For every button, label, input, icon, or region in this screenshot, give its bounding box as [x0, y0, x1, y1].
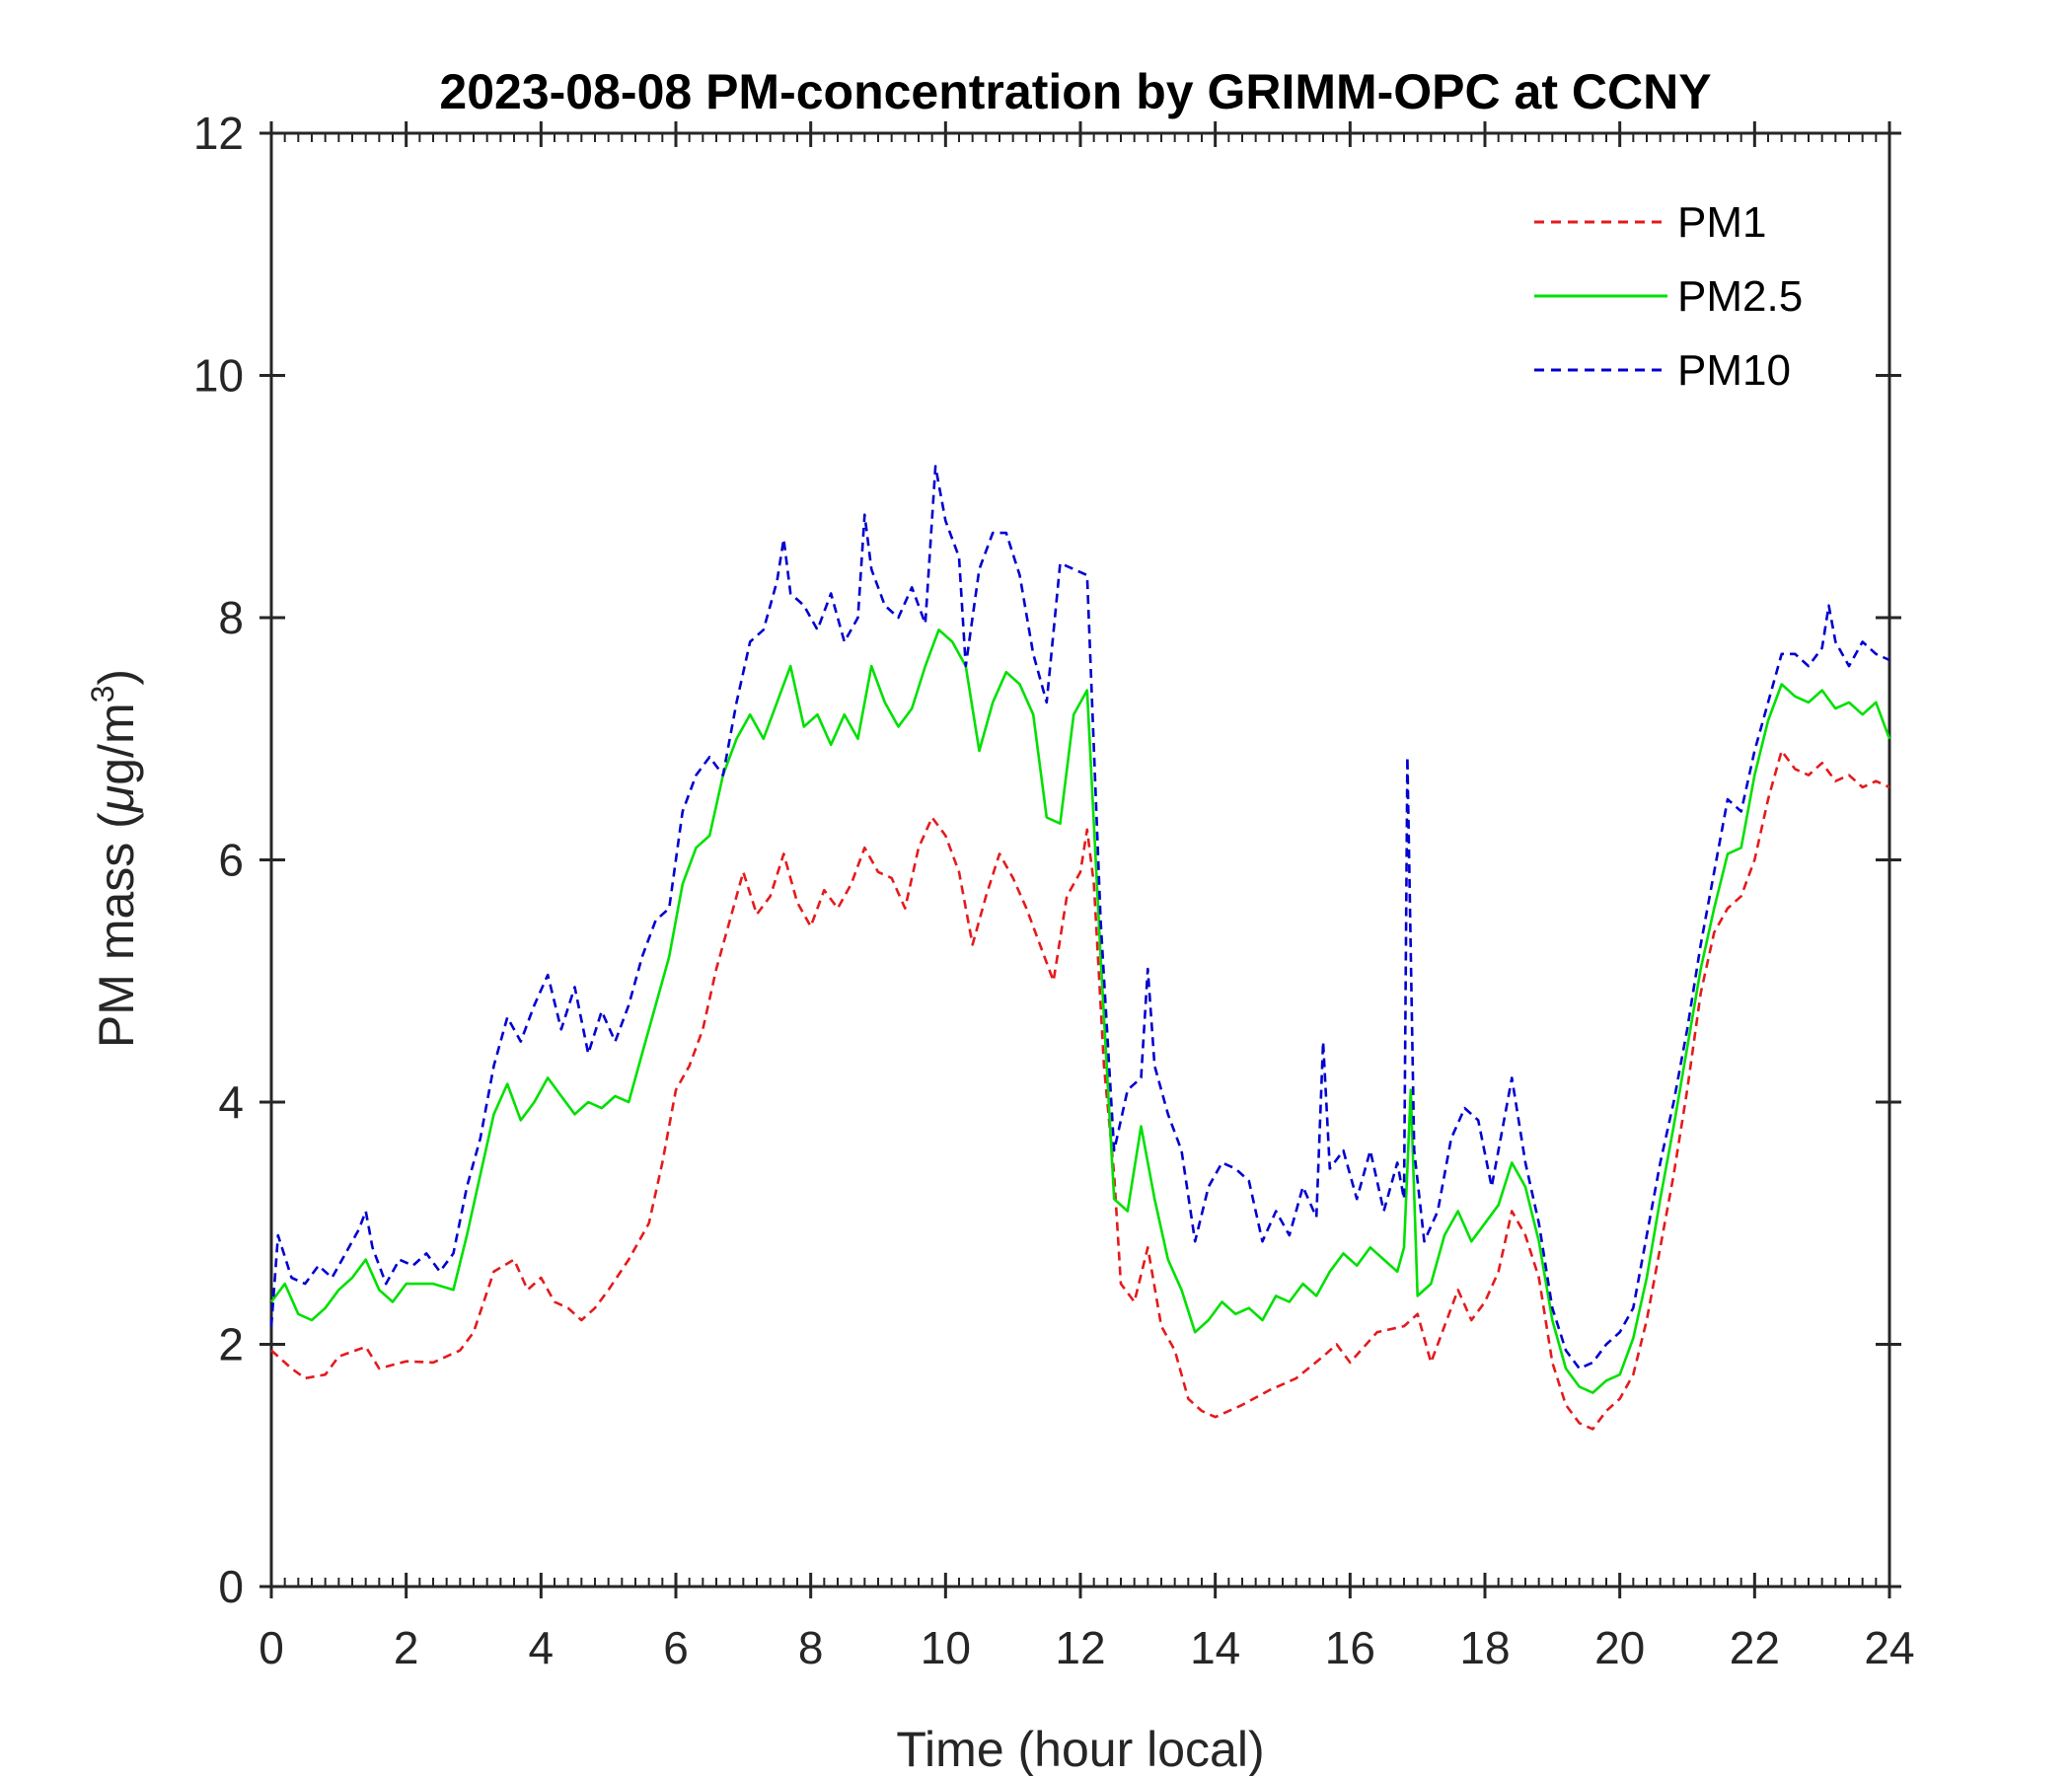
y-tick-label: 12 [193, 108, 244, 159]
x-tick-label: 24 [1864, 1622, 1914, 1673]
series-line-pm1 [270, 749, 1890, 1431]
y-axis-label-mu: μ [89, 785, 144, 814]
x-tick-label: 4 [529, 1622, 555, 1673]
y-axis-label-unit: g/m [89, 703, 144, 784]
y-tick-labels: 0 2 4 6 8 10 12 [193, 108, 244, 1612]
y-tick-label: 10 [193, 350, 244, 402]
series-line-pm2-5 [269, 628, 1891, 1394]
y-axis-label-sup: 3 [85, 686, 120, 703]
x-tick-label: 6 [663, 1622, 689, 1673]
x-tick-label: 0 [259, 1622, 284, 1673]
x-tick-labels: 0 2 4 6 8 10 12 14 16 18 20 22 24 [259, 1622, 1914, 1673]
y-tick-label: 6 [218, 835, 244, 886]
y-tick-label: 4 [218, 1076, 244, 1128]
series-lines [269, 465, 1891, 1431]
y-axis-label-base: PM mass ( [89, 812, 144, 1048]
plot-frame [269, 131, 1891, 1589]
y-axis-label: PM mass (μg/m3) [85, 669, 144, 1048]
chart-title: 2023-08-08 PM-concentration by GRIMM-OPC… [439, 64, 1711, 119]
x-tick-label: 2 [394, 1622, 419, 1673]
x-tick-label: 20 [1594, 1622, 1645, 1673]
legend: PM1 PM2.5 PM10 [1534, 198, 1803, 395]
y-tick-label: 0 [218, 1561, 244, 1612]
x-tick-label: 22 [1730, 1622, 1780, 1673]
legend-label-pm2-5: PM2.5 [1677, 272, 1803, 321]
y-tick-label: 8 [218, 592, 244, 643]
minor-ticks [270, 133, 1890, 1587]
x-tick-label: 12 [1055, 1622, 1105, 1673]
x-tick-label: 18 [1459, 1622, 1510, 1673]
major-ticks [259, 121, 1901, 1598]
legend-label-pm10: PM10 [1677, 346, 1791, 395]
x-tick-label: 10 [921, 1622, 971, 1673]
y-axis-label-close: ) [89, 669, 144, 686]
x-tick-label: 16 [1325, 1622, 1375, 1673]
y-tick-label: 2 [218, 1319, 244, 1370]
series-line-pm10 [269, 465, 1890, 1370]
x-axis-label: Time (hour local) [896, 1722, 1264, 1776]
x-tick-label: 14 [1190, 1622, 1240, 1673]
x-tick-label: 8 [798, 1622, 824, 1673]
legend-label-pm1: PM1 [1677, 198, 1766, 247]
